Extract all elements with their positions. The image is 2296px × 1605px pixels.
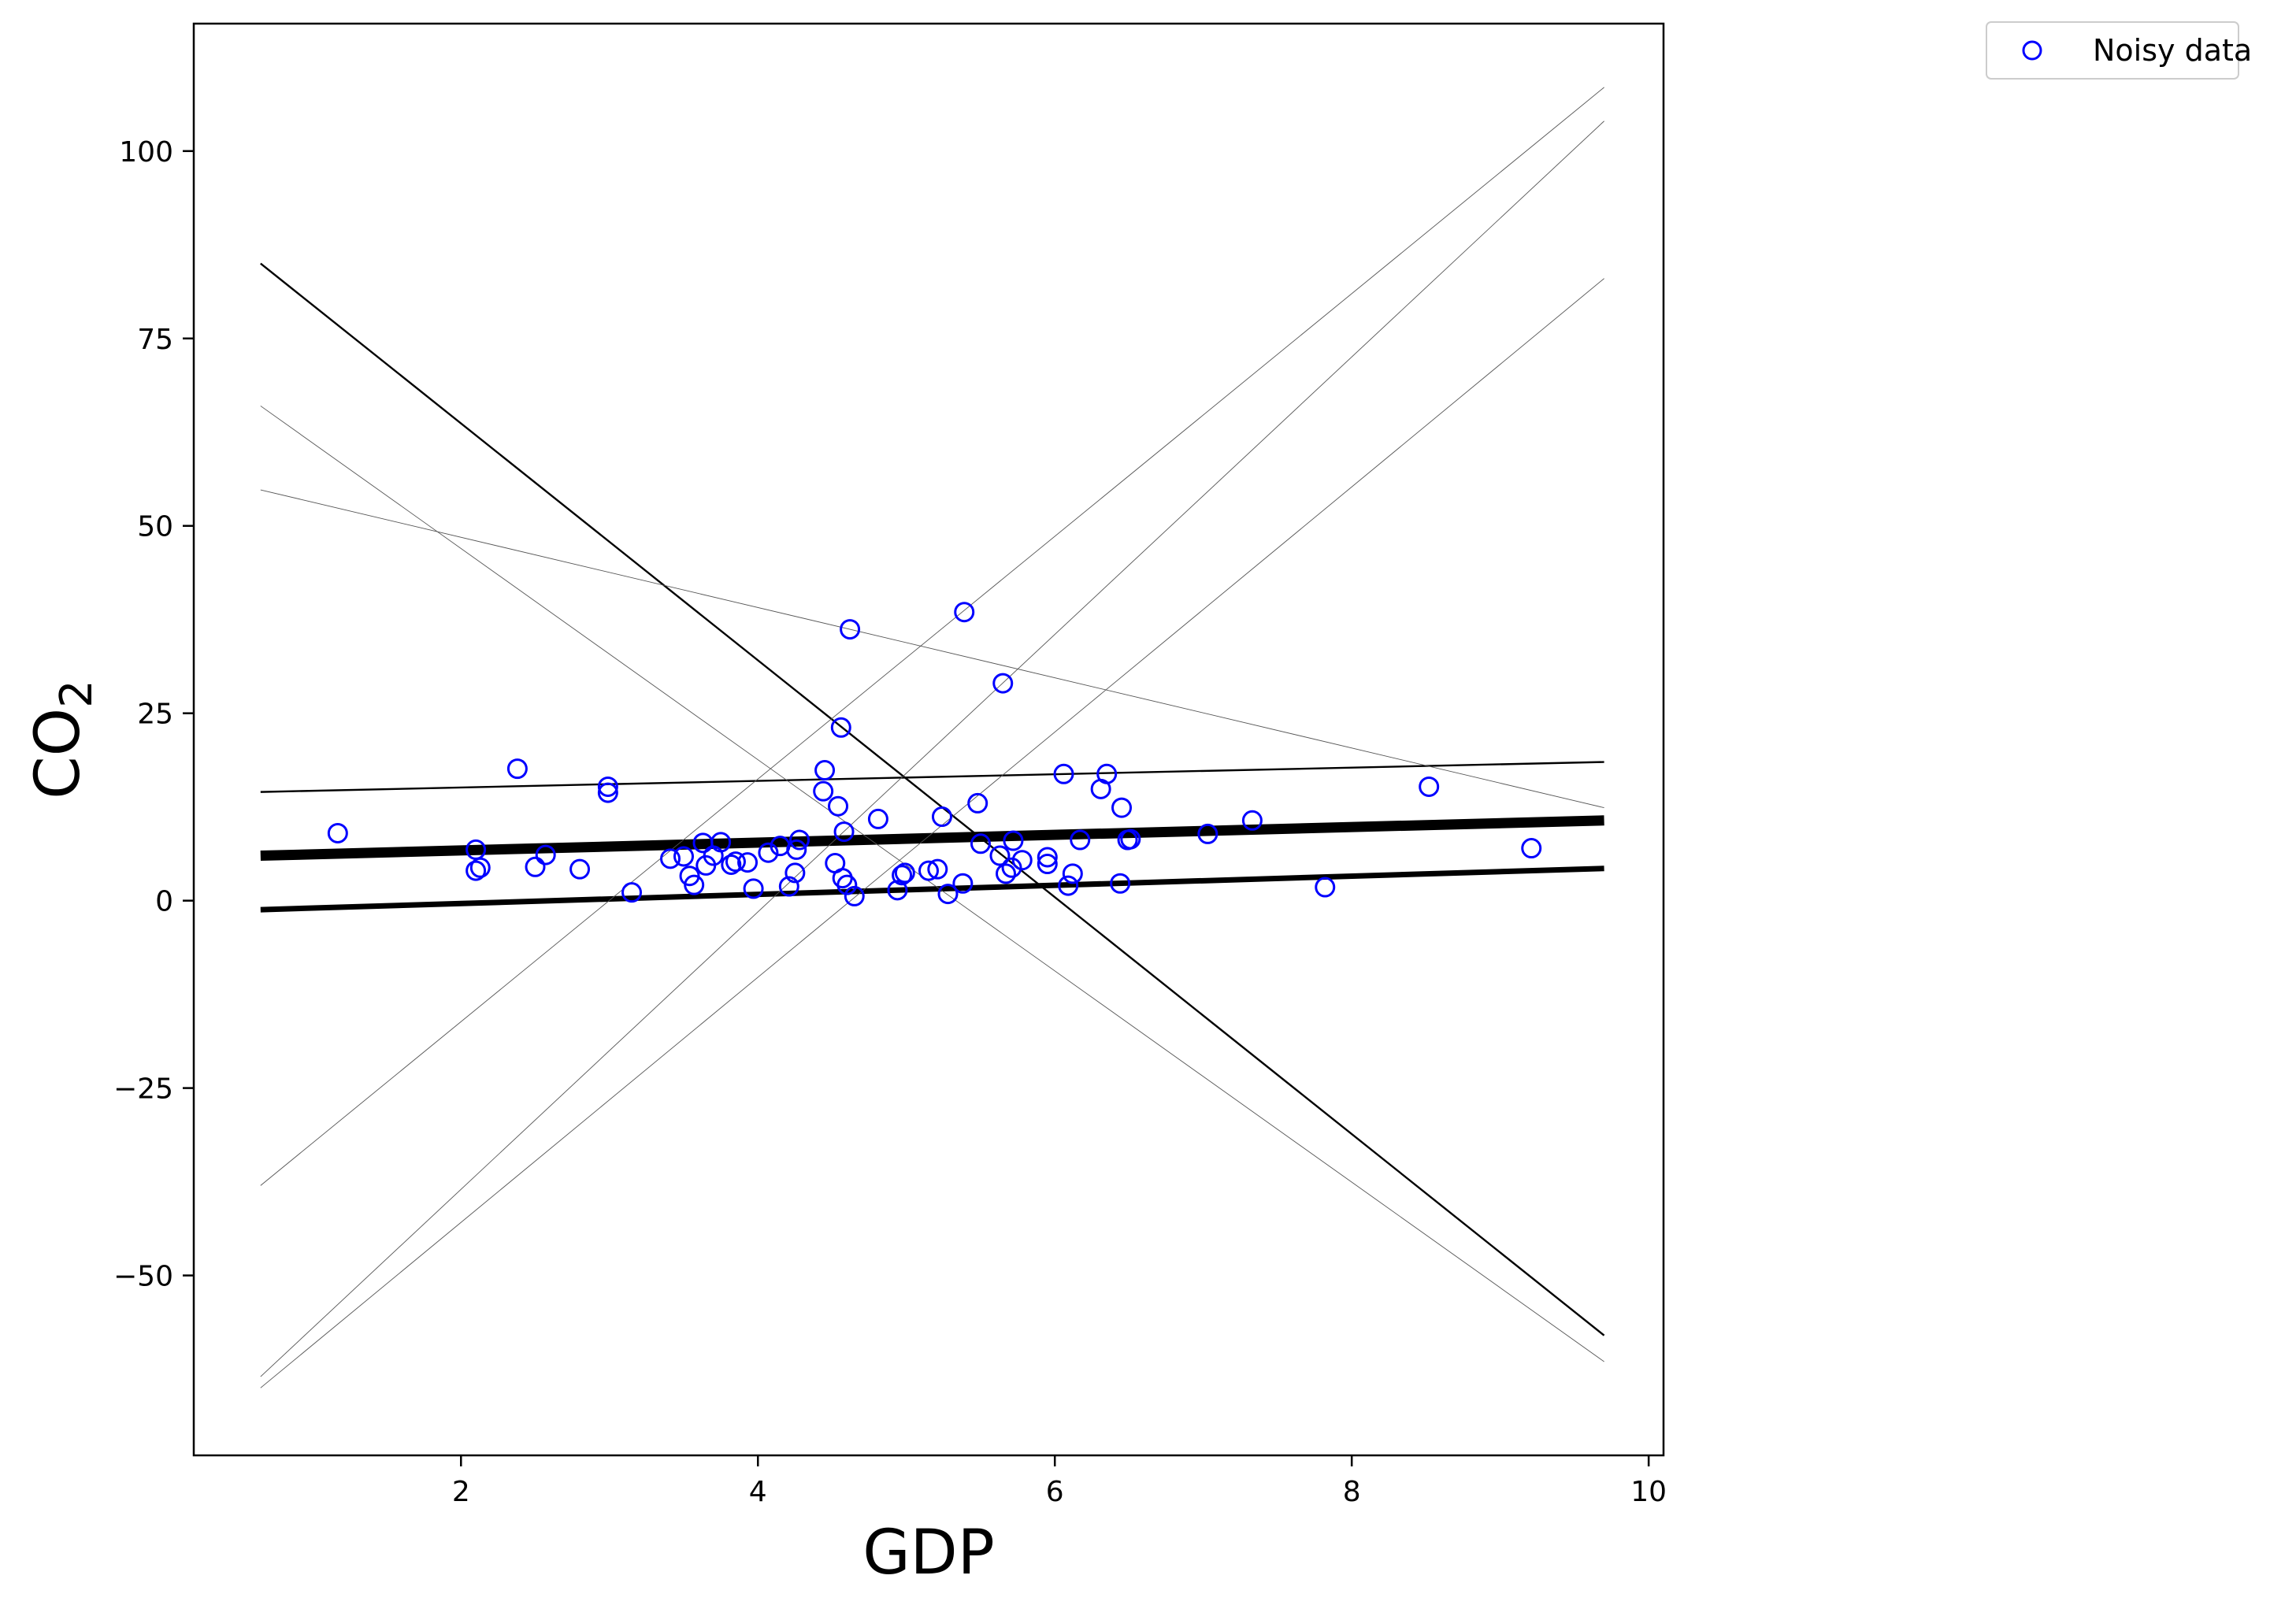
y-tick-label: −50 bbox=[113, 1261, 173, 1293]
y-tick-label: 25 bbox=[137, 699, 173, 731]
data-point bbox=[918, 860, 939, 881]
data-point bbox=[469, 857, 491, 878]
regression-lines bbox=[260, 87, 1605, 1388]
data-point bbox=[833, 821, 855, 843]
data-point bbox=[830, 717, 851, 738]
data-point bbox=[840, 619, 861, 640]
data-point bbox=[660, 848, 681, 869]
data-point bbox=[597, 782, 618, 803]
data-point bbox=[1111, 797, 1133, 818]
data-point bbox=[867, 808, 888, 829]
y-axis-title: CO2 bbox=[23, 680, 102, 799]
data-point bbox=[1241, 810, 1263, 831]
data-point bbox=[1315, 877, 1336, 898]
data-point bbox=[786, 839, 807, 860]
data-point bbox=[743, 878, 764, 899]
fit-line-4 bbox=[260, 262, 1605, 1336]
data-point bbox=[535, 844, 556, 866]
data-point bbox=[1037, 847, 1058, 868]
data-point bbox=[814, 760, 836, 781]
data-point bbox=[992, 673, 1014, 694]
fit-line-7 bbox=[260, 87, 1604, 1186]
data-point bbox=[813, 780, 834, 802]
x-tick-label: 8 bbox=[1343, 1476, 1361, 1508]
legend-box bbox=[1986, 21, 2239, 80]
data-point bbox=[887, 880, 908, 901]
x-tick-label: 2 bbox=[452, 1476, 470, 1508]
x-axis: 2 4 6 8 10 bbox=[452, 1455, 1667, 1508]
data-point bbox=[892, 865, 913, 886]
plot-frame bbox=[192, 22, 1665, 1457]
data-point bbox=[621, 882, 643, 903]
data-point bbox=[569, 858, 591, 880]
data-point bbox=[844, 885, 865, 906]
data-point bbox=[937, 884, 959, 905]
x-axis-title: GDP bbox=[862, 1518, 995, 1588]
scatter-points bbox=[327, 602, 1542, 906]
x-tick-label: 6 bbox=[1046, 1476, 1064, 1508]
data-point bbox=[684, 874, 705, 895]
y-tick-label: 0 bbox=[155, 886, 173, 918]
legend-marker-icon bbox=[2022, 40, 2042, 61]
fit-line-1 bbox=[260, 815, 1604, 862]
data-point bbox=[989, 845, 1011, 866]
y-tick-label: 100 bbox=[119, 136, 173, 169]
fit-line-3 bbox=[260, 761, 1604, 793]
data-point bbox=[1062, 863, 1083, 884]
fit-line-5 bbox=[260, 406, 1604, 1362]
data-point bbox=[1070, 829, 1091, 851]
data-point bbox=[597, 776, 618, 797]
fit-line-8 bbox=[260, 120, 1604, 1377]
data-point bbox=[721, 854, 742, 875]
y-axis-title-subscript: 2 bbox=[51, 680, 102, 708]
fit-line-2 bbox=[260, 866, 1604, 913]
data-point bbox=[970, 833, 991, 854]
x-tick-label: 4 bbox=[749, 1476, 767, 1508]
data-point bbox=[758, 842, 779, 863]
legend-label: Noisy data bbox=[2093, 33, 2252, 68]
legend: Noisy data bbox=[1986, 21, 2252, 80]
data-point bbox=[466, 860, 487, 881]
fit-line-9 bbox=[260, 278, 1604, 1388]
data-point bbox=[506, 758, 528, 780]
data-point bbox=[784, 862, 806, 884]
data-point bbox=[1003, 830, 1024, 851]
data-point bbox=[952, 873, 974, 894]
data-point bbox=[1058, 875, 1079, 896]
data-point bbox=[1419, 776, 1440, 797]
y-axis-title-main: CO bbox=[23, 708, 94, 799]
data-point bbox=[525, 856, 546, 877]
data-point bbox=[1197, 823, 1218, 844]
data-point bbox=[725, 851, 746, 873]
data-point bbox=[1037, 854, 1058, 875]
y-tick-label: 50 bbox=[137, 511, 173, 543]
data-point bbox=[996, 863, 1017, 884]
data-point bbox=[1011, 850, 1033, 871]
data-point bbox=[710, 832, 732, 853]
data-point bbox=[778, 876, 799, 897]
data-point bbox=[828, 795, 849, 817]
data-point bbox=[1120, 828, 1141, 850]
data-point bbox=[673, 846, 694, 867]
data-point bbox=[836, 874, 858, 895]
data-point bbox=[927, 858, 948, 880]
data-point bbox=[789, 829, 810, 851]
y-tick-label: −25 bbox=[113, 1073, 173, 1106]
data-point bbox=[1053, 763, 1074, 784]
data-point bbox=[954, 602, 975, 623]
data-point bbox=[1001, 857, 1022, 878]
data-point bbox=[894, 862, 915, 884]
y-axis: −50 −25 0 25 50 75 100 bbox=[113, 136, 194, 1293]
data-point bbox=[1521, 838, 1542, 859]
data-point bbox=[1110, 873, 1131, 894]
y-tick-label: 75 bbox=[137, 324, 173, 356]
data-point bbox=[737, 852, 759, 873]
fit-line-6 bbox=[260, 489, 1604, 809]
data-point bbox=[1096, 763, 1118, 784]
x-tick-label: 10 bbox=[1630, 1476, 1667, 1508]
data-point bbox=[327, 822, 348, 843]
data-point bbox=[967, 792, 989, 814]
data-point bbox=[931, 806, 952, 828]
